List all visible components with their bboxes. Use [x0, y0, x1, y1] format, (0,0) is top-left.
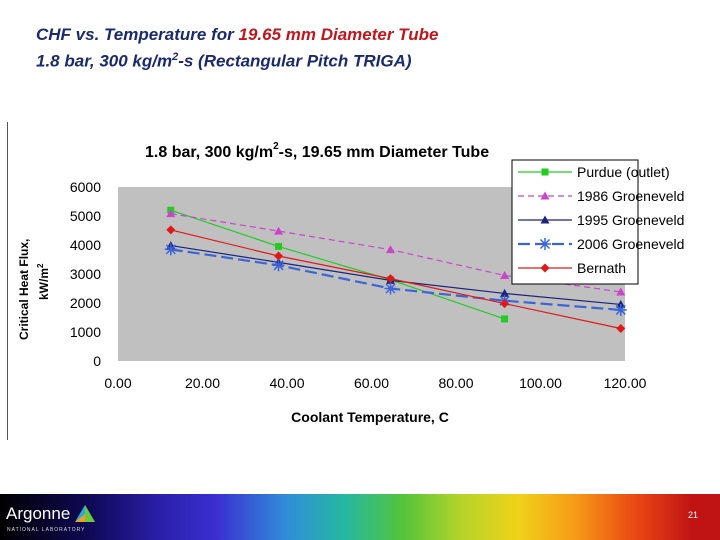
left-divider: [7, 122, 8, 440]
data-point: [616, 324, 626, 334]
y-tick-label: 6000: [70, 179, 101, 195]
legend-marker: [540, 191, 550, 200]
x-tick-label: 80.00: [438, 375, 473, 391]
y-axis-title: Critical Heat Flux, kW/m2: [17, 239, 51, 340]
x-tick-label: 20.00: [185, 375, 220, 391]
legend-item: 1995 Groeneveld: [518, 212, 684, 228]
slide-title: CHF vs. Temperature for 19.65 mm Diamete…: [36, 24, 438, 73]
y-axis-label-line-1: Critical Heat Flux,: [17, 239, 31, 340]
y-tick-label: 3000: [70, 266, 101, 282]
legend-label: 2006 Groeneveld: [577, 236, 684, 252]
data-point: [166, 209, 176, 218]
legend-box: [511, 159, 639, 285]
x-tick-labels: 0.00 20.00 40.00 60.00 80.00 100.00 120.00: [104, 375, 646, 391]
data-point: [166, 225, 176, 235]
title-highlight: 19.65 mm Diameter Tube: [238, 25, 439, 44]
subtitle-text-end: -s (Rectangular Pitch TRIGA): [178, 51, 412, 71]
legend-marker: [541, 168, 549, 176]
x-tick-label: 60.00: [354, 375, 389, 391]
y-tick-label: 5000: [70, 208, 101, 224]
data-point: [616, 287, 626, 296]
data-point: [500, 288, 510, 297]
data-point: [500, 299, 510, 309]
y-tick-label: 2000: [70, 295, 101, 311]
subtitle-text: 1.8 bar, 300 kg/m: [36, 51, 173, 71]
legend-marker: [539, 238, 551, 250]
argonne-logo: Argonne: [6, 504, 71, 523]
legend-label: 1986 Groeneveld: [577, 188, 684, 204]
data-point: [500, 270, 510, 279]
data-point: [386, 245, 396, 254]
legend-label: Bernath: [577, 260, 626, 276]
series-bernath: [166, 225, 626, 334]
title-text: CHF vs. Temperature for: [36, 25, 239, 44]
y-axis-label-line-2: kW/m2: [36, 263, 51, 300]
footer-bar: Argonne NATIONAL LABORATORY 21: [0, 494, 720, 540]
legend-label: Purdue (outlet): [577, 164, 670, 180]
y-tick-labels: 0 1000 2000 3000 4000 5000 6000: [70, 179, 101, 369]
x-tick-label: 120.00: [604, 375, 647, 391]
data-point: [614, 303, 627, 316]
series-line: [170, 209, 505, 320]
y-tick-label: 4000: [70, 237, 101, 253]
x-tick-label: 0.00: [104, 375, 131, 391]
chf-chart: 1.8 bar, 300 kg/m2-s, 19.65 mm Diameter …: [17, 141, 684, 425]
data-point: [272, 259, 285, 272]
legend: Purdue (outlet) 1986 Groeneveld 1995 Groen…: [511, 159, 684, 285]
x-axis-label: Coolant Temperature, C: [291, 409, 449, 425]
y-tick-label: 1000: [70, 324, 101, 340]
slide-title-line-2: 1.8 bar, 300 kg/m2-s (Rectangular Pitch …: [36, 46, 438, 73]
series-layer: [164, 206, 627, 334]
slide-title-line-1: CHF vs. Temperature for 19.65 mm Diamete…: [36, 24, 438, 46]
argonne-logo-subtext: NATIONAL LABORATORY: [7, 527, 86, 533]
y-tick-label: 0: [93, 353, 101, 369]
data-point: [164, 243, 177, 256]
data-point: [274, 226, 284, 235]
x-tick-label: 40.00: [269, 375, 304, 391]
legend-item: 1986 Groeneveld: [518, 188, 684, 204]
data-point: [501, 315, 509, 323]
series-1986-groeneveld: [166, 209, 626, 296]
chart-title: 1.8 bar, 300 kg/m2-s, 19.65 mm Diameter …: [145, 141, 489, 161]
legend-item: 2006 Groeneveld: [518, 236, 684, 252]
data-point: [384, 282, 397, 295]
legend-item: Bernath: [518, 260, 626, 276]
legend-label: 1995 Groeneveld: [577, 212, 684, 228]
argonne-logo-icon: [75, 505, 95, 522]
data-point: [386, 274, 396, 284]
legend-item: Purdue (outlet): [518, 164, 670, 180]
data-point: [616, 299, 626, 308]
page-number: 21: [688, 510, 699, 520]
x-tick-label: 100.00: [519, 375, 562, 391]
data-point: [274, 251, 284, 261]
subtitle-superscript: 2: [172, 51, 179, 63]
data-point: [275, 242, 283, 250]
legend-marker: [540, 215, 550, 224]
legend-marker: [540, 263, 550, 273]
